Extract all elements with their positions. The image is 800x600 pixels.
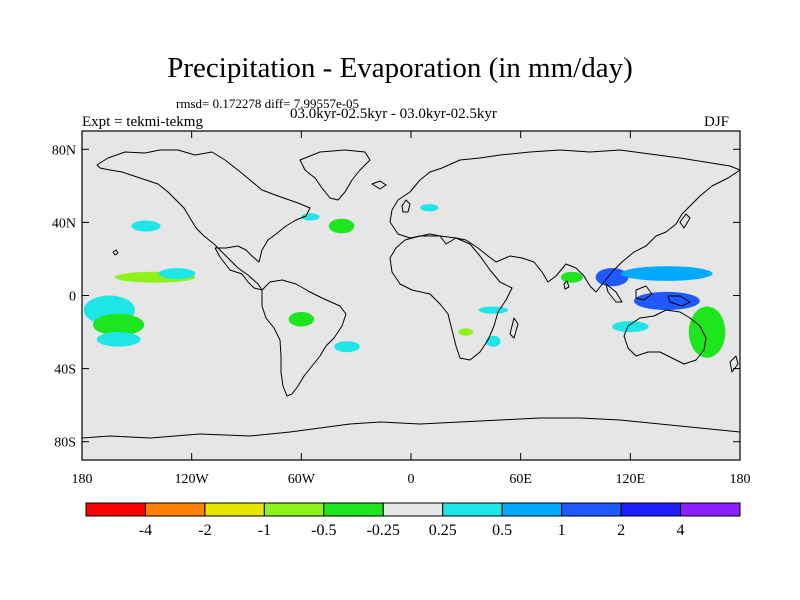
colorbar-box-5: [382, 502, 444, 517]
lat-label-2: 0: [69, 290, 76, 305]
colorbar-label-6: 0.5: [492, 522, 512, 539]
anomaly-patch-11: [478, 306, 508, 314]
colorbar-label-5: 0.25: [429, 522, 457, 539]
colorbar-box-8: [561, 502, 622, 517]
coastline-south-america: [261, 279, 347, 397]
colorbar-box-2: [204, 502, 265, 517]
colorbar-box-10: [680, 502, 741, 517]
coastline-greenland: [299, 149, 371, 201]
coastline-borneo: [635, 285, 653, 301]
coastline-iceland: [371, 180, 387, 190]
season-label: DJF: [704, 114, 730, 130]
anomaly-patch-1: [92, 313, 145, 336]
anomaly-patch-10: [420, 204, 439, 212]
anomaly-patch-18: [688, 306, 726, 358]
experiment-label: Expt = tekmi-tekmg: [82, 114, 203, 130]
lon-label-0: 180: [72, 472, 93, 487]
ocean-background: [82, 131, 740, 460]
plot-title: Precipitation - Evaporation (in mm/day): [167, 52, 633, 84]
anomaly-patch-8: [328, 218, 355, 234]
coastline-africa: [389, 235, 513, 361]
coastline-hawaii: [112, 249, 119, 256]
coastlines: [82, 149, 740, 439]
anomaly-patch-6: [288, 311, 315, 327]
colorbar-label-0: -4: [139, 522, 152, 539]
coastline-sri-lanka: [563, 280, 570, 290]
coastline-antarctica: [82, 417, 740, 439]
colorbar-box-6: [442, 502, 503, 517]
colorbar-box-9: [620, 502, 682, 517]
lon-label-6: 180: [730, 472, 751, 487]
anomaly-patch-17: [612, 321, 649, 333]
colorbar-box-7: [501, 502, 563, 517]
colorbar-label-4: -0.25: [367, 522, 400, 539]
coastline-madagascar: [509, 317, 519, 339]
stats-line: rmsd= 0.172278 diff= 7.99557e-05: [176, 96, 360, 111]
lon-label-3: 0: [408, 472, 415, 487]
coastline-uk: [401, 199, 411, 213]
lat-label-4: 80S: [54, 436, 76, 451]
colorbar-box-4: [323, 502, 384, 517]
colorbar-label-1: -2: [198, 522, 211, 539]
colorbar-box-0: [85, 502, 146, 517]
lat-label-0: 80N: [52, 143, 76, 158]
anomaly-patch-19: [633, 291, 700, 311]
coastline-new-guinea: [667, 295, 691, 307]
anomaly-patch-15: [595, 268, 629, 287]
anomaly-patch-7: [334, 341, 360, 353]
colorbar-label-3: -0.5: [311, 522, 336, 539]
anomaly-patch-16: [621, 266, 713, 281]
lat-label-3: 40S: [54, 363, 76, 378]
colorbar-label-7: 1: [558, 522, 566, 539]
anomaly-patch-5: [131, 220, 161, 232]
lat-label-1: 40N: [52, 216, 76, 231]
anomaly-patch-14: [560, 271, 583, 283]
coastline-australia: [623, 309, 707, 365]
colorbar-box-3: [263, 502, 325, 517]
colorbar-label-2: -1: [258, 522, 271, 539]
coastline-north-america: [96, 149, 311, 291]
colorbar: -4 -2 -1 -0.5 -0.25 0.25 0.5 1 2 4: [85, 502, 741, 539]
anomaly-patch-13: [458, 328, 474, 336]
coastline-sumatra: [605, 283, 623, 303]
coastline-japan: [679, 213, 691, 229]
lon-label-2: 60W: [288, 472, 316, 487]
coastline-eurasia: [389, 149, 740, 293]
anomaly-patch-12: [485, 335, 501, 347]
colorbar-box-1: [144, 502, 206, 517]
anomaly-patch-2: [96, 332, 141, 347]
coastline-new-zealand: [729, 355, 739, 373]
anomaly-patch-4: [158, 268, 196, 280]
colorbar-label-9: 4: [677, 522, 685, 539]
lon-label-4: 60E: [509, 472, 532, 487]
lon-label-1: 120W: [175, 472, 210, 487]
lon-label-5: 120E: [616, 472, 646, 487]
colorbar-label-8: 2: [617, 522, 625, 539]
comparison-label: 03.0kyr-02.5kyr - 03.0kyr-02.5kyr: [290, 106, 497, 122]
axis-ticks: 80N 40N 0 40S 80S 180 120W 60W 0 60E 120E 180: [52, 131, 751, 487]
